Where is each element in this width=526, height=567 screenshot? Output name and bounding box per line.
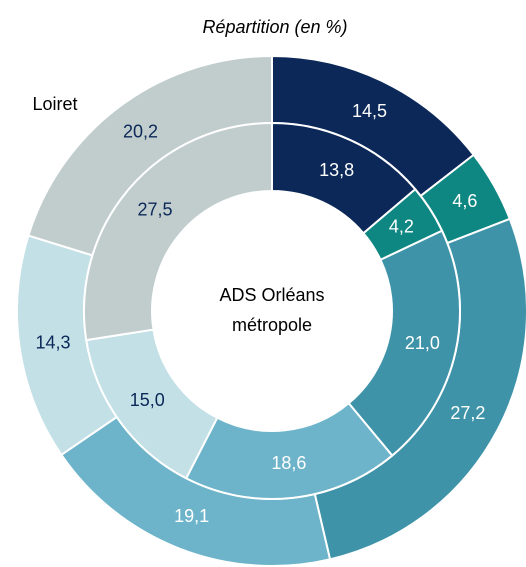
data-label: 18,6 (271, 453, 306, 473)
data-label: 27,2 (450, 403, 485, 423)
data-label: 15,0 (130, 390, 165, 410)
chart-title: Répartition (en %) (202, 17, 347, 37)
data-label: 20,2 (123, 121, 158, 141)
outer-ring-label: Loiret (32, 94, 77, 114)
donut-segment (83, 121, 273, 342)
data-label: 27,5 (137, 200, 172, 220)
inner-ring-label: ADS Orléans métropole (219, 285, 324, 335)
data-label: 13,8 (319, 160, 354, 180)
data-label: 4,6 (452, 191, 477, 211)
data-label: 19,1 (174, 506, 209, 526)
data-label: 14,3 (35, 333, 70, 353)
data-label: 14,5 (352, 101, 387, 121)
data-label: 21,0 (405, 333, 440, 353)
data-label: 4,2 (389, 216, 414, 236)
